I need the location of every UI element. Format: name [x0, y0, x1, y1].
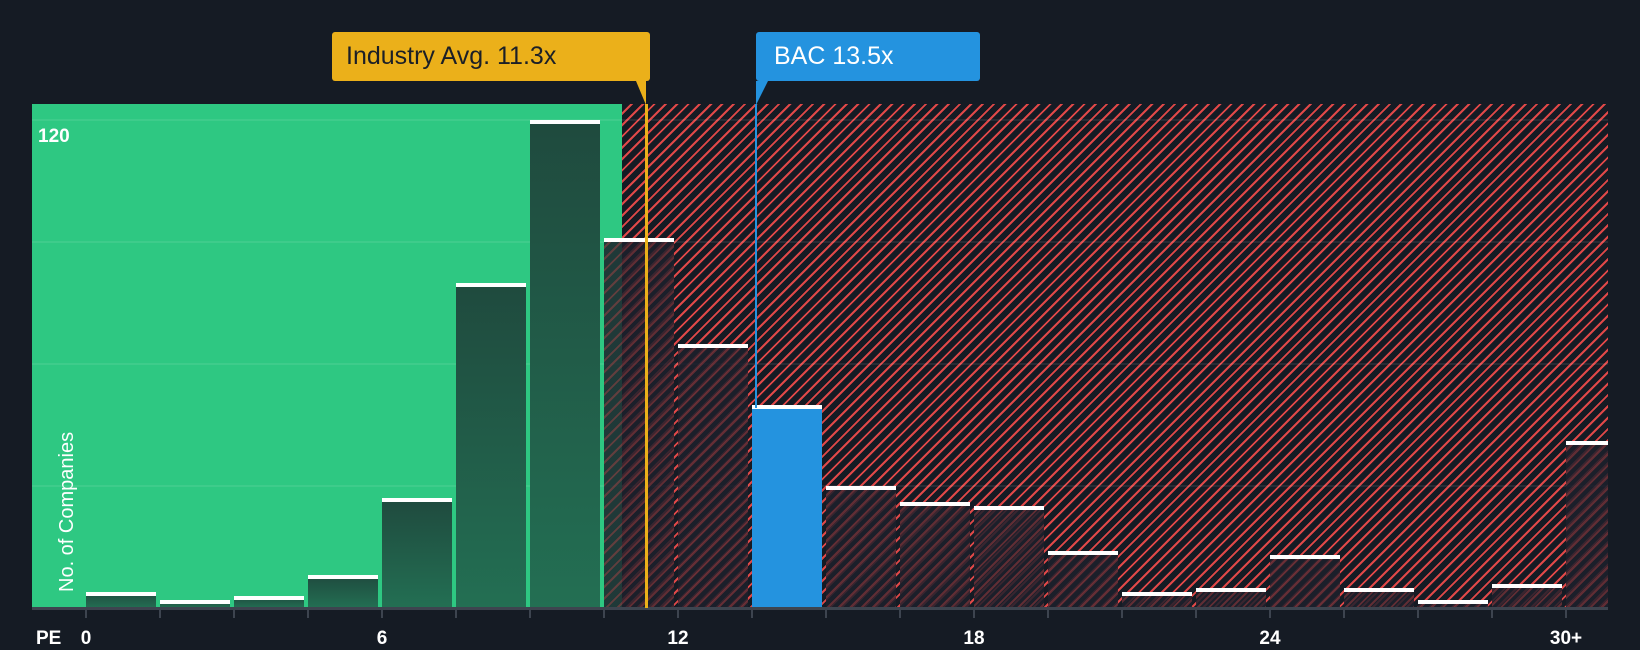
histogram-bar [1048, 551, 1118, 608]
gridline [32, 363, 1608, 365]
histogram-bar [678, 343, 748, 608]
industry-avg-line [645, 104, 648, 608]
bar-top-marker [456, 282, 526, 287]
bar-top-marker [1196, 587, 1266, 592]
histogram-bar [530, 120, 600, 608]
x-tick [1565, 610, 1567, 618]
histogram-bar [308, 575, 378, 608]
bar-top-marker [308, 575, 378, 580]
company-pe-callout: BAC 13.5x [756, 32, 980, 81]
x-tick-label: 24 [1259, 628, 1281, 649]
x-tick [677, 610, 679, 618]
histogram-bar [826, 486, 896, 608]
bar-top-marker [1270, 555, 1340, 560]
x-tick [751, 610, 753, 618]
x-tick-label: 30+ [1549, 628, 1583, 649]
bar-top-marker [1344, 587, 1414, 592]
x-tick [1343, 610, 1345, 618]
x-tick [529, 610, 531, 618]
x-axis-baseline [32, 607, 1608, 610]
x-tick [381, 610, 383, 618]
industry-avg-label: Industry Avg. 11.3x [346, 42, 557, 70]
x-tick [1047, 610, 1049, 618]
x-tick [603, 610, 605, 618]
bar-top-marker [752, 404, 822, 409]
bar-top-marker [86, 591, 156, 596]
chart-plot-area [32, 104, 1608, 608]
x-axis-title: PE [36, 628, 62, 649]
y-axis-max-label: 120 [38, 126, 70, 147]
x-tick [1269, 610, 1271, 618]
histogram-bar [456, 282, 526, 608]
bar-top-marker [234, 595, 304, 600]
histogram-bar [234, 595, 304, 608]
histogram-bar [900, 502, 970, 608]
histogram-bar [160, 599, 230, 608]
bar-top-marker [604, 237, 674, 242]
x-tick [85, 610, 87, 618]
x-tick [307, 610, 309, 618]
x-tick [825, 610, 827, 618]
bar-top-marker [530, 120, 600, 124]
x-tick-label: 18 [963, 628, 985, 649]
company-pe-line [755, 104, 757, 408]
gridline [32, 241, 1608, 243]
x-tick-label: 12 [667, 628, 689, 649]
histogram-bar [1344, 587, 1414, 608]
bar-top-marker [1122, 591, 1192, 596]
histogram-bar [382, 498, 452, 608]
histogram-bar [1418, 599, 1488, 608]
histogram-bar [1566, 441, 1608, 608]
industry-avg-callout: Industry Avg. 11.3x [332, 32, 650, 81]
histogram-bar [974, 506, 1044, 608]
y-axis-title: No. of Companies [56, 431, 78, 592]
bar-top-marker [1492, 583, 1562, 588]
x-tick [1121, 610, 1123, 618]
gridline [32, 119, 1608, 121]
histogram-bar [1270, 555, 1340, 608]
x-tick [1195, 610, 1197, 618]
histogram-bar [86, 591, 156, 608]
histogram-bar [1122, 591, 1192, 608]
histogram-bar [1492, 583, 1562, 608]
x-tick-label: 0 [80, 628, 92, 649]
histogram-bar [604, 237, 674, 608]
bar-top-marker [1566, 441, 1608, 446]
bar-top-marker [1418, 599, 1488, 604]
company-callout-tail [756, 81, 768, 105]
x-tick [973, 610, 975, 618]
bar-top-marker [974, 506, 1044, 511]
x-tick [899, 610, 901, 618]
bar-top-marker [900, 502, 970, 507]
x-tick [233, 610, 235, 618]
bar-top-marker [826, 486, 896, 490]
x-tick-label: 6 [376, 628, 388, 649]
industry-callout-tail [636, 81, 646, 105]
bar-top-marker [678, 343, 748, 348]
bar-top-marker [1048, 551, 1118, 556]
company-pe-label: BAC 13.5x [774, 42, 894, 70]
x-tick [159, 610, 161, 618]
company-bar [752, 404, 822, 608]
bar-top-marker [160, 599, 230, 604]
overvalued-zone [622, 104, 1608, 608]
bar-top-marker [382, 498, 452, 503]
x-tick [455, 610, 457, 618]
histogram-bar [1196, 587, 1266, 608]
x-tick [1491, 610, 1493, 618]
x-tick [1417, 610, 1419, 618]
